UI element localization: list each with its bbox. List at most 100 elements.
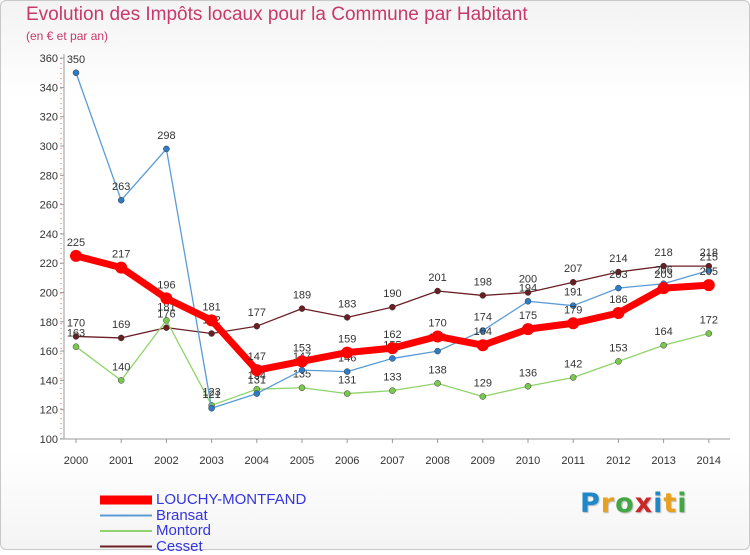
data-label-bransat: 350 xyxy=(67,54,85,66)
logo-letter: r xyxy=(600,488,616,519)
y-tick-label: 100 xyxy=(40,434,58,446)
data-label-cesset: 169 xyxy=(112,319,130,331)
data-label-louchy-montfand: 164 xyxy=(474,326,492,338)
data-label-montord: 142 xyxy=(564,358,582,370)
data-label-louchy-montfand: 153 xyxy=(293,342,311,354)
data-point-bransat xyxy=(208,404,215,412)
data-point-bransat xyxy=(163,145,170,153)
data-label-louchy-montfand: 162 xyxy=(383,329,401,341)
data-point-louchy-montfand xyxy=(386,342,399,355)
data-point-louchy-montfand xyxy=(431,330,444,343)
data-point-louchy-montfand xyxy=(657,282,670,295)
data-point-bransat xyxy=(389,355,396,362)
data-label-montord: 123 xyxy=(202,386,220,398)
x-tick-label: 2001 xyxy=(109,455,133,467)
legend-label-montord: Montord xyxy=(156,522,212,539)
data-point-montord xyxy=(479,393,487,400)
data-point-cesset xyxy=(343,314,351,321)
data-point-montord xyxy=(569,374,577,381)
data-point-montord xyxy=(660,341,667,349)
data-point-cesset xyxy=(660,262,667,270)
legend-label-cesset: Cesset xyxy=(156,537,203,555)
data-label-cesset: 200 xyxy=(519,274,537,286)
y-tick-label: 120 xyxy=(40,405,58,417)
data-point-cesset xyxy=(524,289,532,296)
data-label-cesset: 214 xyxy=(609,253,627,265)
x-tick-label: 2002 xyxy=(154,455,178,467)
logo-letter: i xyxy=(653,488,664,519)
data-point-bransat xyxy=(705,267,713,274)
data-label-louchy-montfand: 203 xyxy=(654,269,672,281)
data-label-bransat: 203 xyxy=(609,269,627,281)
x-tick-label: 2003 xyxy=(199,455,223,467)
logo-letter: t xyxy=(663,488,678,519)
x-tick-label: 2008 xyxy=(425,455,449,467)
data-point-bransat xyxy=(479,327,487,334)
data-label-cesset: 176 xyxy=(157,309,175,321)
data-point-cesset xyxy=(479,292,487,299)
data-point-louchy-montfand xyxy=(341,346,354,359)
y-tick-label: 320 xyxy=(40,112,58,124)
data-label-cesset: 218 xyxy=(654,247,672,259)
data-label-montord: 133 xyxy=(383,372,401,384)
data-point-cesset xyxy=(434,287,441,295)
x-tick-label: 2014 xyxy=(697,455,721,467)
logo-letter: P xyxy=(580,488,601,519)
data-label-bransat: 263 xyxy=(112,181,130,193)
data-label-louchy-montfand: 217 xyxy=(112,249,130,261)
x-tick-label: 2012 xyxy=(606,455,630,467)
y-tick-label: 140 xyxy=(40,375,58,387)
logo-letter: x xyxy=(634,488,654,519)
data-label-louchy-montfand: 196 xyxy=(157,279,175,291)
data-point-louchy-montfand xyxy=(160,292,173,305)
data-point-bransat xyxy=(434,347,441,355)
data-label-cesset: 201 xyxy=(428,272,446,284)
legend-label-louchy-montfand: LOUCHY-MONTFAND xyxy=(156,491,307,508)
data-point-montord xyxy=(389,387,396,394)
data-point-bransat xyxy=(569,302,577,309)
data-label-bransat: 131 xyxy=(248,375,266,387)
data-point-montord xyxy=(163,317,170,324)
data-point-louchy-montfand xyxy=(702,279,715,292)
data-label-louchy-montfand: 170 xyxy=(428,317,446,329)
data-label-montord: 163 xyxy=(67,328,85,340)
data-point-louchy-montfand xyxy=(476,339,489,352)
y-tick-label: 360 xyxy=(40,53,58,65)
proxiti-logo: Proxiti xyxy=(580,488,688,519)
x-tick-label: 2010 xyxy=(516,455,540,467)
data-point-cesset xyxy=(208,330,215,337)
data-point-louchy-montfand xyxy=(567,317,580,330)
data-point-louchy-montfand xyxy=(296,355,308,368)
data-label-cesset: 218 xyxy=(700,247,718,259)
x-tick-label: 2004 xyxy=(245,455,269,467)
x-tick-label: 2009 xyxy=(471,455,495,467)
data-label-cesset: 198 xyxy=(474,276,492,288)
y-tick-label: 180 xyxy=(40,317,58,329)
data-point-montord xyxy=(298,384,306,391)
data-point-cesset xyxy=(569,278,577,286)
data-point-montord xyxy=(524,383,532,390)
data-point-montord xyxy=(705,330,713,337)
data-label-montord: 164 xyxy=(654,326,672,338)
legend-label-bransat: Bransat xyxy=(156,506,208,524)
data-point-montord xyxy=(434,380,441,387)
data-point-cesset xyxy=(298,305,306,312)
data-point-montord xyxy=(117,377,125,384)
data-label-montord: 129 xyxy=(474,378,492,390)
data-label-louchy-montfand: 159 xyxy=(338,334,356,346)
data-label-cesset: 170 xyxy=(67,317,85,329)
data-label-louchy-montfand: 205 xyxy=(700,266,718,278)
y-tick-label: 240 xyxy=(40,229,58,241)
data-label-bransat: 194 xyxy=(519,282,537,294)
logo-letter: o xyxy=(615,488,635,519)
data-label-bransat: 174 xyxy=(474,312,492,324)
data-label-louchy-montfand: 225 xyxy=(67,237,85,249)
data-label-montord: 138 xyxy=(428,364,446,376)
data-label-cesset: 189 xyxy=(293,290,311,302)
data-point-cesset xyxy=(117,334,125,342)
data-label-bransat: 121 xyxy=(202,389,220,401)
y-tick-label: 260 xyxy=(40,200,58,212)
data-label-montord: 136 xyxy=(519,367,537,379)
data-point-bransat xyxy=(615,284,622,292)
data-label-louchy-montfand: 181 xyxy=(202,301,220,313)
